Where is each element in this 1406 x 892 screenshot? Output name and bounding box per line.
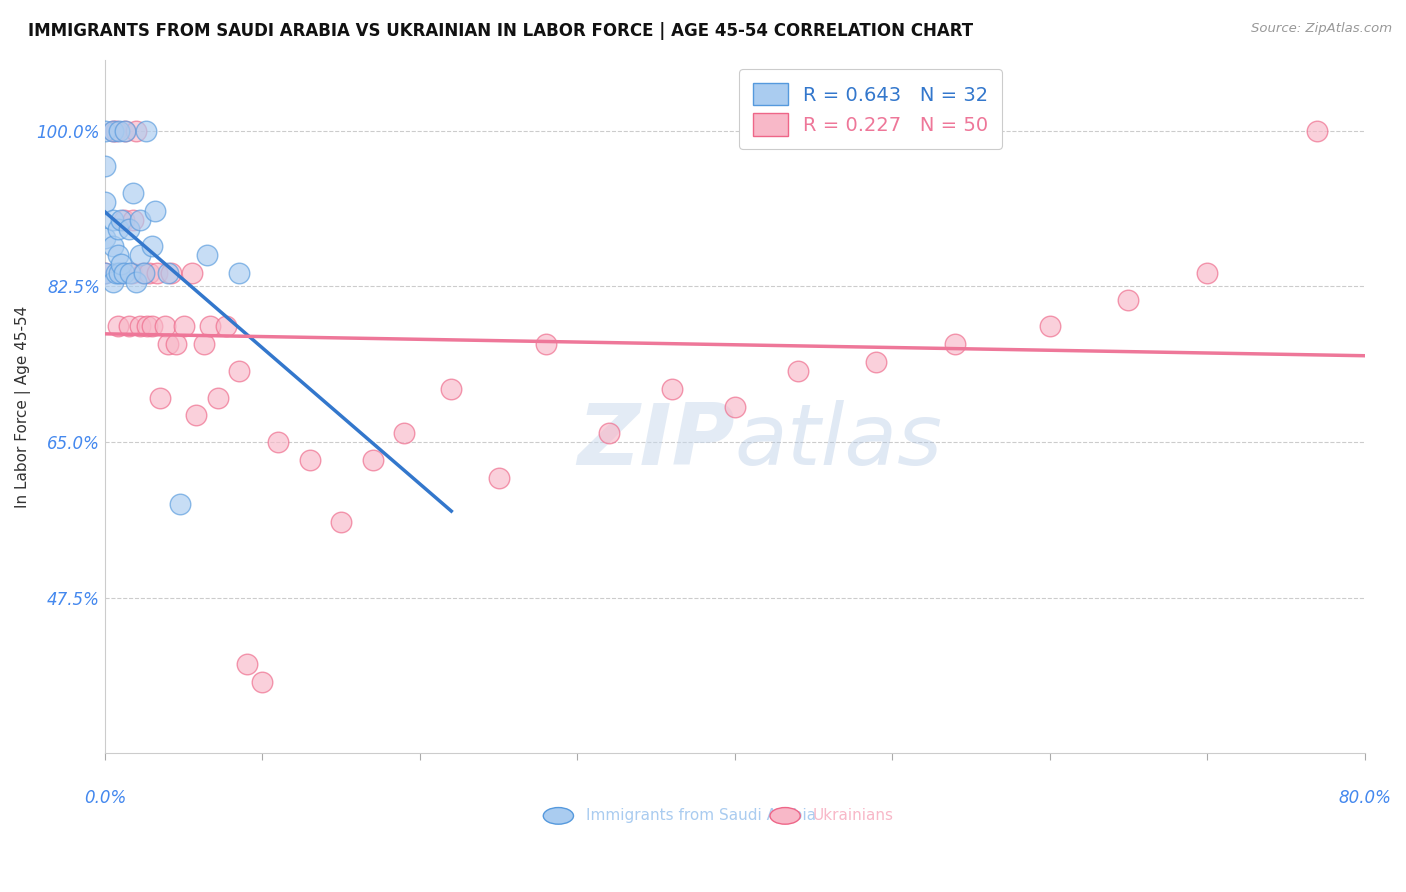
Point — [160, 266, 183, 280]
Point — [94, 159, 117, 173]
Point — [120, 266, 142, 280]
Point — [104, 266, 127, 280]
Point — [146, 266, 169, 280]
Text: 0.0%: 0.0% — [84, 789, 127, 807]
Point — [1306, 124, 1329, 138]
Point — [193, 337, 215, 351]
Point — [1197, 266, 1219, 280]
Point — [1118, 293, 1140, 307]
Point — [440, 382, 463, 396]
Point — [392, 426, 415, 441]
Point — [108, 124, 131, 138]
Point — [131, 266, 153, 280]
Point — [195, 248, 218, 262]
Point — [228, 364, 250, 378]
Legend: R = 0.643   N = 32, R = 0.227   N = 50: R = 0.643 N = 32, R = 0.227 N = 50 — [740, 70, 1002, 149]
Point — [94, 124, 117, 138]
Text: Immigrants from Saudi Arabia: Immigrants from Saudi Arabia — [586, 808, 817, 823]
Point — [252, 675, 274, 690]
Point — [94, 266, 117, 280]
Point — [134, 266, 156, 280]
Point — [598, 426, 620, 441]
Point — [114, 124, 136, 138]
Point — [138, 266, 160, 280]
Point — [534, 337, 557, 351]
Text: 80.0%: 80.0% — [1339, 789, 1391, 807]
Point — [101, 212, 124, 227]
Point — [186, 409, 208, 423]
Point — [108, 266, 131, 280]
Point — [200, 319, 222, 334]
Text: Source: ZipAtlas.com: Source: ZipAtlas.com — [1251, 22, 1392, 36]
Point — [136, 319, 159, 334]
Point — [180, 266, 202, 280]
Point — [235, 657, 257, 672]
Point — [101, 124, 124, 138]
Point — [112, 266, 135, 280]
Point — [661, 382, 683, 396]
Point — [724, 400, 747, 414]
Point — [135, 124, 157, 138]
Text: ZIP: ZIP — [576, 400, 735, 483]
Point — [361, 453, 384, 467]
Point — [117, 319, 139, 334]
Point — [488, 471, 510, 485]
Point — [267, 435, 290, 450]
Point — [156, 337, 179, 351]
Point — [114, 124, 136, 138]
Circle shape — [543, 807, 574, 824]
Point — [128, 319, 150, 334]
Point — [125, 275, 148, 289]
Point — [149, 391, 172, 405]
Point — [141, 319, 163, 334]
Point — [107, 319, 129, 334]
Text: Ukrainians: Ukrainians — [813, 808, 894, 823]
Point — [128, 212, 150, 227]
Point — [156, 266, 179, 280]
Point — [943, 337, 966, 351]
Point — [153, 319, 176, 334]
Point — [122, 186, 145, 200]
Point — [110, 257, 132, 271]
Circle shape — [770, 807, 800, 824]
Point — [165, 337, 187, 351]
Point — [141, 239, 163, 253]
Point — [128, 248, 150, 262]
Point — [786, 364, 808, 378]
Point — [101, 124, 124, 138]
Point — [228, 266, 250, 280]
Point — [143, 203, 166, 218]
Point — [104, 124, 127, 138]
Point — [107, 248, 129, 262]
Point — [94, 266, 117, 280]
Point — [110, 266, 132, 280]
Text: IMMIGRANTS FROM SAUDI ARABIA VS UKRAINIAN IN LABOR FORCE | AGE 45-54 CORRELATION: IMMIGRANTS FROM SAUDI ARABIA VS UKRAINIA… — [28, 22, 973, 40]
Point — [94, 194, 117, 209]
Point — [125, 124, 148, 138]
Point — [110, 212, 132, 227]
Point — [101, 275, 124, 289]
Point — [173, 319, 195, 334]
Point — [117, 221, 139, 235]
Point — [101, 239, 124, 253]
Point — [94, 230, 117, 244]
Point — [169, 497, 191, 511]
Point — [215, 319, 238, 334]
Point — [107, 221, 129, 235]
Point — [865, 355, 887, 369]
Point — [1039, 319, 1062, 334]
Point — [298, 453, 321, 467]
Y-axis label: In Labor Force | Age 45-54: In Labor Force | Age 45-54 — [15, 305, 31, 508]
Point — [112, 212, 135, 227]
Point — [207, 391, 229, 405]
Point — [330, 515, 353, 529]
Text: atlas: atlas — [735, 400, 943, 483]
Point — [121, 266, 143, 280]
Point — [122, 212, 145, 227]
